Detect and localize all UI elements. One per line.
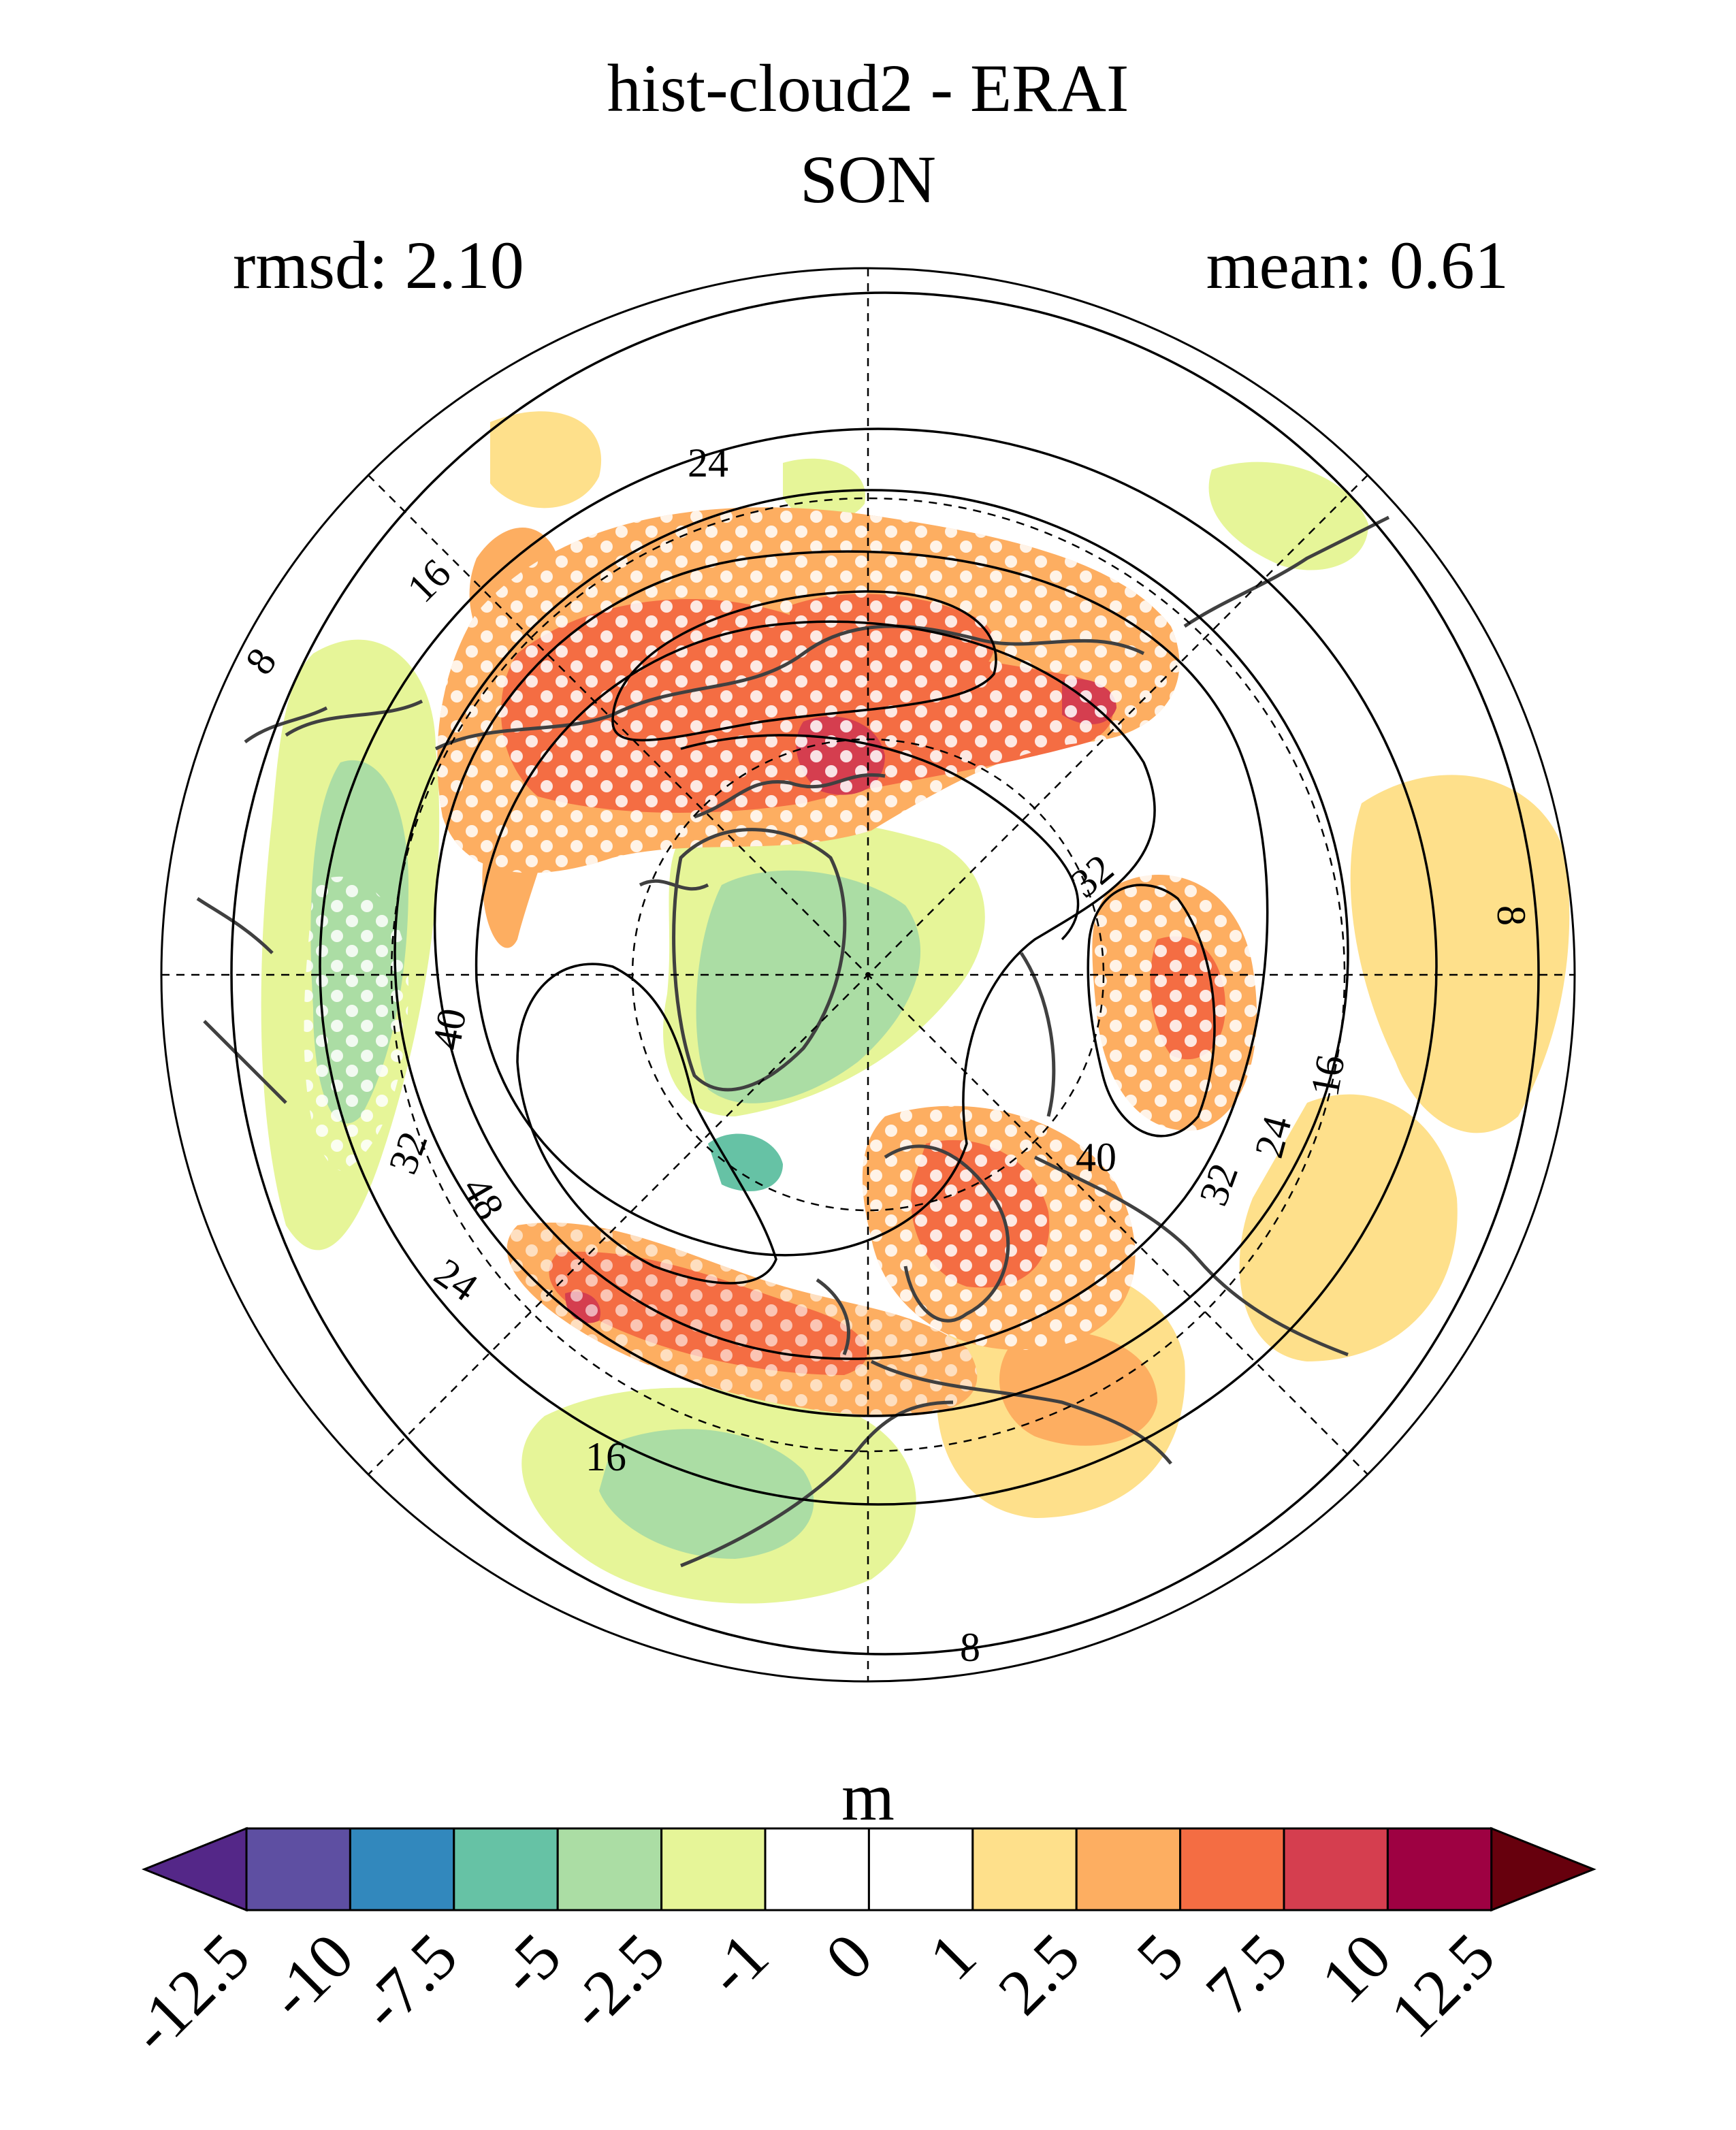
coast-asia (1019, 952, 1349, 1357)
contour-label: 8 (1489, 905, 1534, 926)
contour-label: 48 (453, 1169, 513, 1227)
polar-map: 24 16 8 40 32 48 24 16 8 40 32 32 24 16 … (160, 267, 1576, 1683)
title-line-2: SON (799, 142, 937, 217)
coast-mediterranean (870, 1359, 1172, 1465)
coast-arctic-islands (639, 773, 886, 891)
contour-ring (680, 734, 1080, 941)
stippling-southwest (507, 1223, 978, 1416)
coast-europe (816, 1144, 1010, 1355)
coast-africa (680, 1400, 954, 1568)
contour-label: 40 (1076, 1135, 1116, 1180)
contour-label: 16 (1302, 1052, 1353, 1100)
contour-label: 8 (960, 1625, 980, 1670)
light-green-region-north (783, 458, 866, 521)
colorbar-box (1386, 1827, 1493, 1911)
contour-24 (393, 489, 1349, 1417)
colorbar-box (245, 1827, 351, 1911)
contour-label: 16 (398, 550, 459, 611)
stippling-europe (862, 1106, 1136, 1351)
contour-32 (433, 550, 1269, 1360)
colorbar-tick-label: 2.5 (984, 1919, 1094, 2029)
colorbar-box (867, 1827, 974, 1911)
contour-label: 16 (585, 1434, 626, 1479)
colorbar-tick-label: 1 (915, 1919, 990, 1994)
colorbar-tick-label: 12.5 (1376, 1919, 1508, 2051)
yellow-region-north (490, 411, 602, 509)
colorbar-low-extend (141, 1826, 248, 1912)
coast-alaska (244, 699, 423, 744)
colorbar-tick-label: -2.5 (553, 1919, 678, 2044)
coastlines (196, 515, 1390, 1568)
teal-region (708, 1133, 783, 1191)
colorbar-tick-label: -1 (692, 1919, 782, 2009)
stippling-west (304, 876, 408, 1171)
contour-east-cell (1087, 884, 1216, 1137)
light-green-region-northeast (1208, 462, 1368, 570)
yellow-region-southeast (1239, 1094, 1458, 1361)
anomaly-shading (261, 411, 1570, 1604)
rmsd-label: rmsd: 2.10 (233, 227, 524, 303)
colorbar-tick-label: 0 (811, 1919, 886, 1994)
colorbar-box (453, 1827, 559, 1911)
colorbar-box (1075, 1827, 1182, 1911)
stippling-north (437, 507, 1180, 873)
meridian-diag-2 (368, 474, 1368, 1475)
colorbar-box (660, 1827, 767, 1911)
contour-label: 8 (236, 640, 285, 682)
graticule (161, 268, 1575, 1681)
colorbar-high-extend (1490, 1826, 1596, 1912)
contour-label: 32 (1191, 1158, 1247, 1212)
stippling-east (1076, 850, 1268, 1157)
colorbar-box (971, 1827, 1078, 1911)
contour-16 (319, 427, 1438, 1506)
coast-pacific (1183, 515, 1390, 628)
colorbar-box (764, 1827, 870, 1911)
contour-48 (516, 963, 777, 1285)
colorbar-tick-label: -10 (254, 1919, 367, 2032)
mean-label: mean: 0.61 (1206, 227, 1509, 303)
colorbar-box (556, 1827, 663, 1911)
colorbar-box (1283, 1827, 1389, 1911)
contour-label: 40 (423, 1005, 475, 1053)
coast-north-america (434, 624, 1145, 751)
coast-greenland (672, 828, 847, 1092)
contour-label: 24 (426, 1250, 485, 1310)
map-boundary (160, 267, 1576, 1683)
contour-8-outer (230, 291, 1540, 1656)
colorbar-box (1179, 1827, 1285, 1911)
colorbar-box (349, 1827, 455, 1911)
colorbar-tick-label: -7.5 (347, 1919, 471, 2044)
colorbar-tick-label: -12.5 (116, 1919, 263, 2067)
title-line-1: hist-cloud2 - ERAI (607, 50, 1129, 126)
colorbar-tick-label: 7.5 (1191, 1919, 1301, 2029)
colorbar-tick-label: 5 (1123, 1919, 1197, 1994)
green-region-arctic (696, 870, 921, 1103)
orange-region-south (999, 1330, 1157, 1446)
contour-label: 24 (688, 440, 728, 485)
contour-north-cell (611, 590, 997, 742)
yellow-region-east (1350, 775, 1570, 1133)
colorbar-unit: m (841, 1759, 895, 1835)
contour-40 (475, 620, 1156, 1257)
contour-lines (230, 291, 1540, 1656)
